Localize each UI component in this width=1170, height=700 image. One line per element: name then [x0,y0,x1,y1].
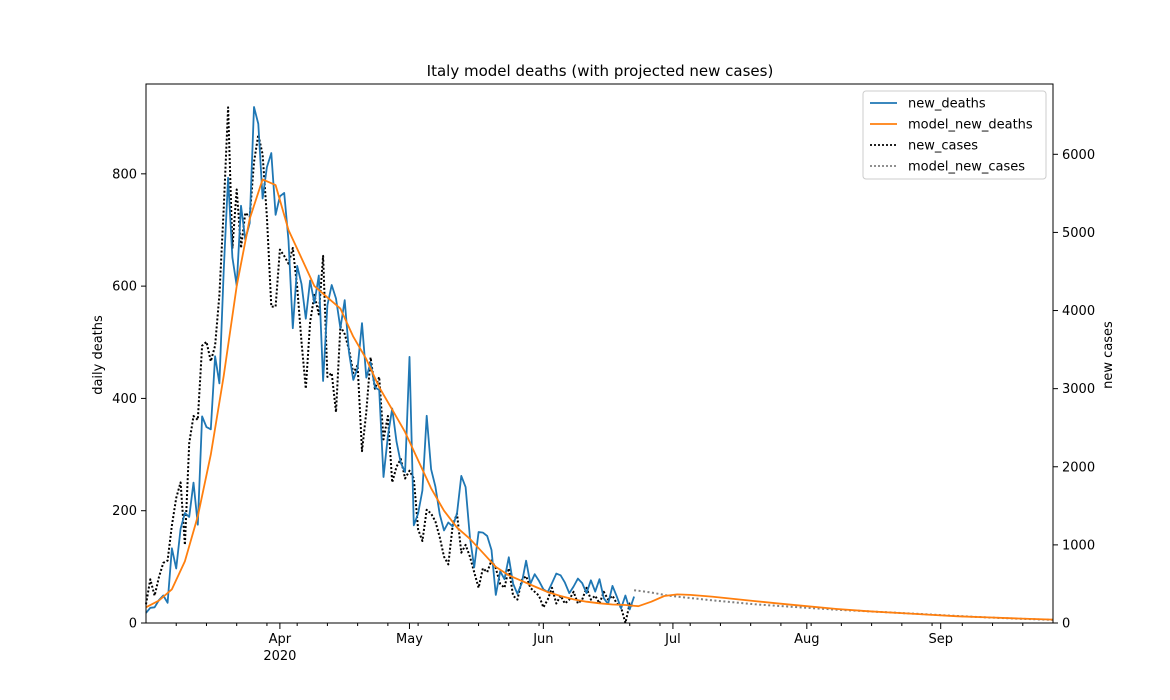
y2-tick-label: 5000 [1062,226,1095,241]
legend-box [862,90,1047,180]
y-axis-label: daily deaths [91,315,106,395]
chart-title: Italy model deaths (with projected new c… [427,62,774,80]
legend-label-new_deaths: new_deaths [908,97,986,112]
y2-tick-label: 3000 [1062,382,1095,397]
y-tick-label: 200 [112,504,137,519]
y2-tick-label: 0 [1062,617,1070,632]
y-tick-label: 800 [112,167,137,182]
y2-tick-label: 6000 [1062,148,1095,163]
axes: 0 200 400 600 800 0 1000 2000 3000 4000 5000 6000 Ap… [112,148,1095,664]
x-tick-label: Aug [794,632,819,647]
y2-tick-label: 4000 [1062,304,1095,319]
legend-label-model_new_cases: model_new_cases [908,160,1025,175]
legend: new_deaths model_new_deaths new_casesmodel… [862,90,1047,180]
x-tick-sublabel: 2020 [263,649,296,664]
legend-label-model_new_deaths: model_new_deaths [908,118,1033,133]
x-tick-label: Sep [928,632,953,647]
series-line-new_cases [145,106,635,624]
y-tick-label: 600 [112,280,137,295]
legend-label-new_cases: new_cases [908,139,978,154]
x-tick-label: Jun [532,632,553,647]
y2-axis-label: new cases [1101,321,1116,389]
series-line-model_new_deaths [145,178,1054,621]
plot-lines [145,106,1054,624]
x-tick-label: Jul [664,632,681,647]
series-line-new_deaths [145,106,635,614]
y-tick-label: 400 [112,392,137,407]
y2-tick-label: 2000 [1062,460,1095,475]
y2-tick-label: 1000 [1062,538,1095,553]
y-tick-label: 0 [129,617,137,632]
x-tick-label: Apr [269,632,292,647]
x-tick-label: May [396,632,423,647]
